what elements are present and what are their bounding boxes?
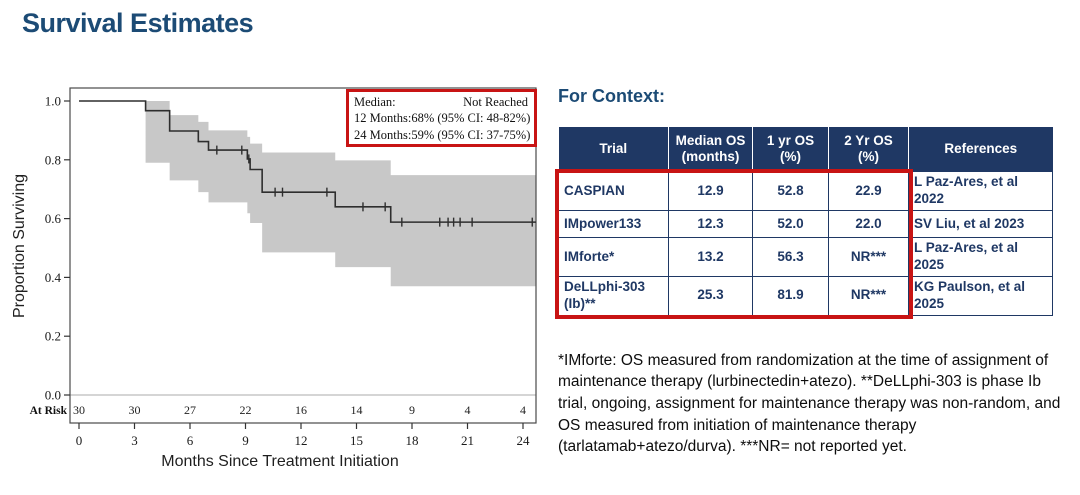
x-tick-label: 0 bbox=[76, 433, 83, 448]
value-cell: 12.3 bbox=[668, 210, 753, 239]
x-tick-label: 21 bbox=[461, 433, 474, 448]
table-header-cell: 1 yr OS (%) bbox=[752, 127, 829, 172]
trials-table-body: CASPIAN 12.9 52.8 22.9 L Paz-Ares, et al 202… bbox=[558, 171, 1053, 316]
value-cell: 25.3 bbox=[668, 275, 753, 316]
value-cell: 81.9 bbox=[752, 275, 829, 316]
km-legend-box: Median: Not Reached 12 Months: 68% (95% … bbox=[346, 89, 537, 147]
trial-name-cell: IMforte* bbox=[558, 237, 669, 277]
at-risk-count: 16 bbox=[295, 403, 307, 417]
table-row: IMpower133 12.3 52.0 22.0 SV Liu, et al 2023 bbox=[558, 210, 1053, 239]
table-header-cell: 2 Yr OS (%) bbox=[828, 127, 909, 172]
legend-row-12mo: 12 Months: 68% (95% CI: 48-82%) bbox=[354, 110, 531, 126]
table-row: CASPIAN 12.9 52.8 22.9 L Paz-Ares, et al 202… bbox=[558, 171, 1053, 212]
at-risk-count: 14 bbox=[351, 403, 363, 417]
at-risk-count: 22 bbox=[240, 403, 252, 417]
value-cell: 22.0 bbox=[828, 210, 909, 239]
value-cell: 52.8 bbox=[752, 171, 829, 212]
y-tick-label: 0.6 bbox=[45, 211, 62, 226]
trial-name-cell: CASPIAN bbox=[558, 171, 669, 212]
table-row: IMforte* 13.2 56.3 NR*** L Paz-Ares, et al 2… bbox=[558, 237, 1053, 277]
y-tick-label: 0.2 bbox=[45, 329, 61, 344]
x-tick-label: 18 bbox=[406, 433, 419, 448]
x-tick-label: 15 bbox=[350, 433, 363, 448]
y-tick-label: 0.8 bbox=[45, 152, 61, 167]
trials-table: Trial Median OS (months) 1 yr OS (%) 2 Yr OS(… bbox=[558, 127, 1053, 316]
table-header-cell: References bbox=[908, 127, 1053, 172]
x-tick-label: 12 bbox=[295, 433, 308, 448]
table-header-cell: Trial bbox=[558, 127, 669, 172]
table-header-row: Trial Median OS (months) 1 yr OS (%) 2 Yr OS(… bbox=[558, 127, 1053, 172]
legend-label: 24 Months: bbox=[354, 127, 412, 142]
y-tick-label: 1.0 bbox=[45, 94, 61, 109]
value-cell: 56.3 bbox=[752, 237, 829, 277]
legend-label: 12 Months: bbox=[354, 111, 412, 126]
y-tick-label: 0.0 bbox=[45, 388, 61, 403]
plot-box bbox=[69, 87, 537, 424]
value-cell: NR*** bbox=[828, 275, 909, 316]
table-header-cell: Median OS (months) bbox=[668, 127, 753, 172]
value-cell: 22.9 bbox=[828, 171, 909, 212]
reference-cell: KG Paulson, et al 2025 bbox=[908, 275, 1053, 316]
value-cell: 12.9 bbox=[668, 171, 753, 212]
y-tick-label: 0.4 bbox=[45, 270, 62, 285]
legend-label: Median: bbox=[354, 95, 396, 109]
at-risk-count: 4 bbox=[520, 403, 526, 417]
context-heading: For Context: bbox=[558, 86, 665, 106]
reference-cell: L Paz-Ares, et al 2022 bbox=[908, 171, 1053, 212]
x-tick-label: 6 bbox=[187, 433, 194, 448]
value-cell: NR*** bbox=[828, 237, 909, 277]
at-risk-count: 9 bbox=[409, 403, 415, 417]
page-title: Survival Estimates bbox=[22, 8, 254, 38]
trial-name-cell: IMpower133 bbox=[558, 210, 669, 239]
x-tick-label: 9 bbox=[242, 433, 249, 448]
ci-band bbox=[145, 101, 536, 287]
table-row: DeLLphi-303 (Ib)** 25.3 81.9 NR*** KG Paulson… bbox=[558, 275, 1053, 316]
x-axis-title: Months Since Treatment Initiation bbox=[161, 453, 398, 470]
value-cell: 13.2 bbox=[668, 237, 753, 277]
trial-name-cell: DeLLphi-303 (Ib)** bbox=[558, 275, 669, 316]
at-risk-count: 30 bbox=[129, 403, 141, 417]
value-cell: 52.0 bbox=[752, 210, 829, 239]
legend-value: Not Reached bbox=[463, 95, 528, 109]
survival-curve bbox=[79, 100, 536, 223]
survival-chart: 1.0 0.8 0.6 0.4 0.2 0.0 0 30 3 30 6 27 9 22 12 16 15 14 18… bbox=[10, 78, 555, 493]
y-axis-title: Proportion Surviving bbox=[11, 174, 28, 318]
legend-value: 59% (95% CI: 37-75%) bbox=[411, 127, 531, 142]
at-risk-caption: At Risk bbox=[30, 405, 68, 417]
x-tick-label: 24 bbox=[517, 433, 531, 448]
reference-cell: SV Liu, et al 2023 bbox=[908, 210, 1053, 239]
context-panel: For Context: Trial Median OS (months) 1 yr … bbox=[554, 86, 1070, 458]
at-risk-count: 30 bbox=[73, 403, 85, 417]
reference-cell: L Paz-Ares, et al 2025 bbox=[908, 237, 1053, 277]
legend-row-median: Median: Not Reached bbox=[354, 94, 528, 110]
at-risk-count: 27 bbox=[184, 403, 196, 417]
x-tick-label: 3 bbox=[131, 433, 138, 448]
trials-table-head: Trial Median OS (months) 1 yr OS (%) 2 Yr OS(… bbox=[558, 127, 1053, 172]
at-risk-count: 4 bbox=[465, 403, 471, 417]
footnote: *IMforte: OS measured from randomization… bbox=[558, 351, 1061, 456]
legend-row-24mo: 24 Months: 59% (95% CI: 37-75%) bbox=[354, 127, 531, 143]
legend-value: 68% (95% CI: 48-82%) bbox=[411, 111, 531, 126]
km-plot-svg: 1.0 0.8 0.6 0.4 0.2 0.0 0 30 3 30 6 27 9 22 12 16 15 14 18… bbox=[11, 87, 537, 470]
